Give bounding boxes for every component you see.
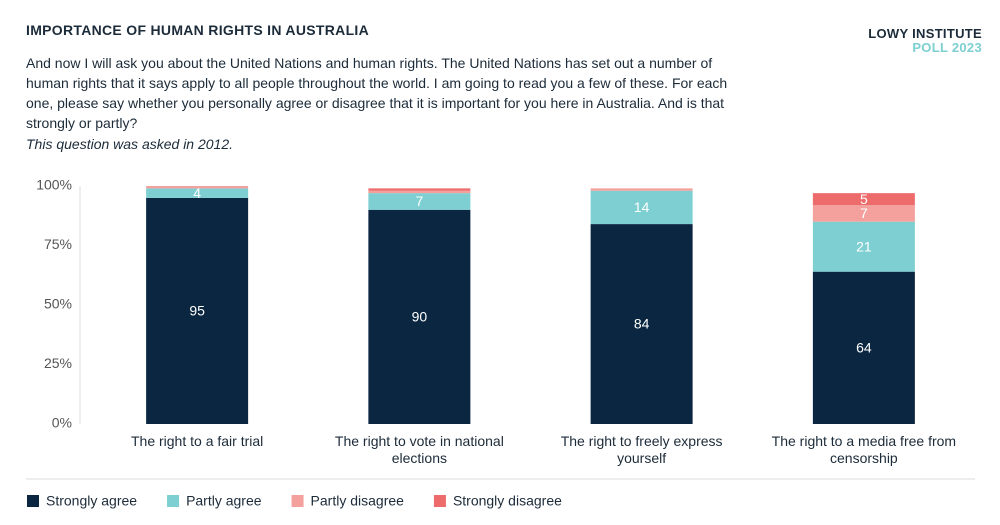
y-tick-label: 100% <box>36 177 72 193</box>
legend-swatch <box>433 495 446 507</box>
bar-segment <box>368 190 471 194</box>
note: This question was asked in 2012. <box>26 136 234 152</box>
x-tick-label: The right to a media free from censorshi… <box>771 433 957 466</box>
data-label: 64 <box>856 340 872 356</box>
bar-segment <box>146 197 249 424</box>
y-tick-label: 0% <box>52 415 72 431</box>
bar-segment <box>368 209 471 424</box>
legend-label: Strongly disagree <box>453 493 562 509</box>
bar-segment <box>590 188 693 191</box>
bar-segment <box>368 188 471 191</box>
bar-segment <box>812 193 915 206</box>
legend-swatch <box>291 495 304 507</box>
bar-segment <box>812 271 915 424</box>
legend-swatch <box>27 495 39 507</box>
subtitle: And now I will ask you about the United … <box>26 55 728 131</box>
data-label: 90 <box>412 309 428 325</box>
x-tick-label: The right to a fair trial <box>130 433 264 449</box>
brand-sub: POLL 2023 <box>912 40 982 55</box>
legend-label: Partly agree <box>186 493 262 509</box>
data-label: 5 <box>860 191 868 207</box>
data-label: 7 <box>415 193 423 209</box>
bar-segment <box>146 188 249 198</box>
data-label: 14 <box>634 199 650 215</box>
bar-segment <box>590 190 693 225</box>
data-label: 84 <box>634 316 650 332</box>
x-tick-label: The right to vote in national elections <box>334 433 504 466</box>
bar-segment <box>146 186 249 189</box>
legend-swatch <box>167 495 180 507</box>
y-tick-label: 25% <box>44 355 72 371</box>
chart-title: IMPORTANCE OF HUMAN RIGHTS IN AUSTRALIA <box>26 22 370 38</box>
data-label: 7 <box>860 205 868 221</box>
data-label: 4 <box>193 185 201 201</box>
legend-label: Strongly agree <box>46 493 137 509</box>
bar-segment <box>812 205 915 222</box>
x-tick-label: The right to freely express yourself <box>560 433 723 466</box>
data-label: 95 <box>189 303 205 319</box>
bar-segment <box>368 193 471 210</box>
brand: LOWY INSTITUTE <box>868 26 982 41</box>
y-tick-label: 50% <box>44 296 72 312</box>
bar-segment <box>590 224 693 424</box>
bar-segment <box>812 221 915 272</box>
y-tick-label: 75% <box>44 236 72 252</box>
data-label: 21 <box>856 238 872 254</box>
legend-label: Partly disagree <box>311 493 405 509</box>
